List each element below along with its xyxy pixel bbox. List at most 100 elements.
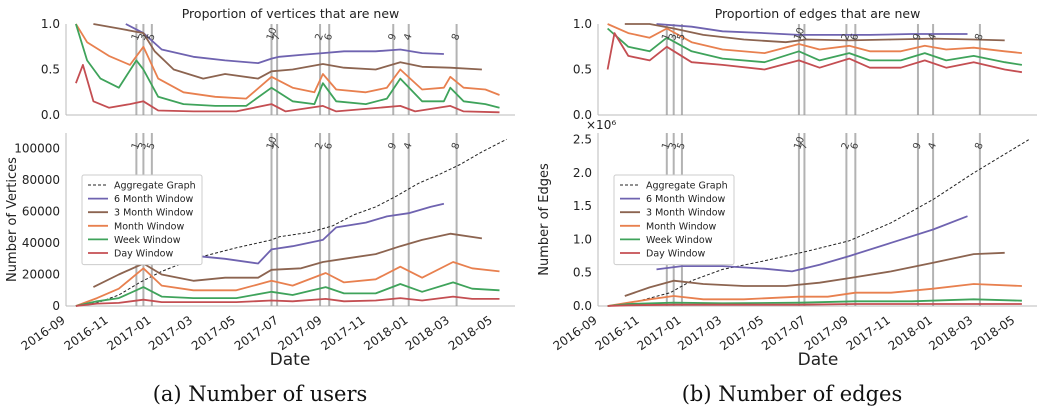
series-line-agg	[607, 139, 1029, 307]
event-label: 8	[973, 141, 986, 151]
event-label: 6	[849, 32, 862, 42]
event-label: 5	[145, 141, 158, 151]
caption-b: (b) Number of edges	[681, 382, 903, 406]
series-line-day	[75, 295, 500, 307]
y-tick-label: 0	[52, 299, 60, 313]
event-label: 1	[130, 32, 143, 42]
series-line-month	[75, 23, 500, 100]
event-label: 4	[402, 32, 415, 42]
x-tick-label: 2017-03	[146, 313, 195, 353]
event-label: 9	[387, 32, 400, 42]
y-tick-label: 0.0	[573, 108, 592, 122]
event-label: 2	[840, 32, 853, 42]
event-label: 3	[137, 32, 150, 42]
x-axis-label: Date	[270, 350, 311, 370]
x-tick-label: 2017-09	[802, 313, 851, 353]
y-tick-label: 60000	[22, 205, 60, 219]
event-label: 1	[660, 141, 673, 151]
series-line-week	[75, 281, 500, 307]
x-tick-label: 2018-03	[403, 313, 452, 353]
event-label: 10	[792, 135, 807, 151]
event-label: 9	[911, 32, 924, 42]
legend-label: Day Window	[646, 249, 705, 260]
x-tick-label: 2017-01	[635, 313, 684, 353]
x-tick-label: 2017-01	[104, 313, 153, 353]
event-label: 3	[137, 141, 150, 151]
y-tick-label: 1.0	[573, 232, 592, 246]
event-label: 9	[911, 141, 924, 151]
event-label: 6	[323, 32, 336, 42]
y-tick-label: 2.5	[573, 133, 592, 147]
y-tick-label: 80000	[22, 173, 60, 187]
series-line-3m	[93, 23, 482, 80]
event-label: 5	[675, 141, 688, 151]
event-label: 4	[402, 141, 415, 151]
y-axis-label: Number of Vertices	[5, 157, 20, 282]
event-label: 6	[323, 141, 336, 151]
x-tick-label: 2017-09	[275, 313, 324, 353]
legend-label: 3 Month Window	[646, 208, 726, 219]
y-tick-label: 2.0	[573, 166, 592, 180]
series-line-6m	[656, 215, 968, 273]
caption-a: (a) Number of users	[152, 382, 368, 406]
event-label: 2	[314, 141, 327, 151]
x-tick-label: 2017-05	[717, 313, 766, 353]
y-axis-label: Number of Edges	[537, 163, 552, 276]
legend-box	[613, 174, 735, 266]
event-label: 7	[798, 141, 811, 151]
y-tick-label: 0.0	[41, 108, 60, 122]
y-scale-label: ×10⁶	[586, 118, 616, 132]
event-label: 7	[271, 32, 284, 42]
subplot-title: Proportion of vertices that are new	[182, 6, 400, 21]
x-axis-label: Date	[798, 350, 839, 370]
event-label: 2	[840, 141, 853, 151]
legend-label: Day Window	[114, 249, 173, 260]
event-label: 1	[130, 141, 143, 151]
series-line-3m	[624, 251, 1005, 297]
x-tick-label: 2018-01	[361, 313, 410, 353]
x-tick-label: 2018-03	[926, 313, 975, 353]
x-tick-label: 2016-09	[551, 313, 600, 353]
y-tick-label: 1.0	[41, 17, 60, 31]
legend-label: 3 Month Window	[114, 208, 194, 219]
legend-label: Month Window	[646, 221, 716, 232]
series-line-week	[75, 23, 500, 109]
y-tick-label: 0.5	[41, 63, 60, 77]
series-line-agg	[75, 138, 507, 307]
event-label: 4	[927, 32, 940, 42]
event-label: 5	[145, 32, 158, 42]
x-tick-label: 2017-07	[759, 313, 808, 353]
y-tick-label: 100000	[14, 142, 60, 156]
event-label: 1	[660, 32, 673, 42]
y-tick-label: 20000	[22, 268, 60, 282]
x-tick-label: 2018-01	[886, 313, 935, 353]
y-tick-label: 0.5	[573, 266, 592, 280]
y-tick-label: 40000	[22, 236, 60, 250]
event-label: 3	[667, 32, 680, 42]
legend-label: Aggregate Graph	[646, 181, 728, 192]
legend-label: Aggregate Graph	[114, 181, 196, 192]
series-line-week	[607, 298, 1022, 307]
series-line-month	[75, 261, 500, 307]
event-label: 8	[973, 32, 986, 42]
x-tick-label: 2016-11	[593, 313, 642, 353]
event-label: 10	[792, 26, 807, 42]
series-line-3m	[93, 232, 483, 288]
series-line-week	[607, 27, 1023, 66]
y-tick-label: 0.5	[573, 63, 592, 77]
x-tick-label: 2016-09	[19, 313, 68, 353]
x-tick-label: 2017-11	[844, 313, 893, 353]
event-label: 10	[265, 26, 280, 42]
y-tick-label: 0.0	[573, 299, 592, 313]
x-tick-label: 2017-11	[318, 313, 367, 353]
event-label: 4	[927, 141, 940, 151]
series-line-day	[75, 64, 500, 114]
series-line-3m	[624, 23, 1005, 44]
x-tick-label: 2017-03	[675, 313, 724, 353]
x-tick-label: 2017-05	[189, 313, 238, 353]
event-label: 8	[450, 32, 463, 42]
event-label: 9	[387, 141, 400, 151]
y-tick-label: 1.0	[573, 17, 592, 31]
event-label: 7	[798, 32, 811, 42]
